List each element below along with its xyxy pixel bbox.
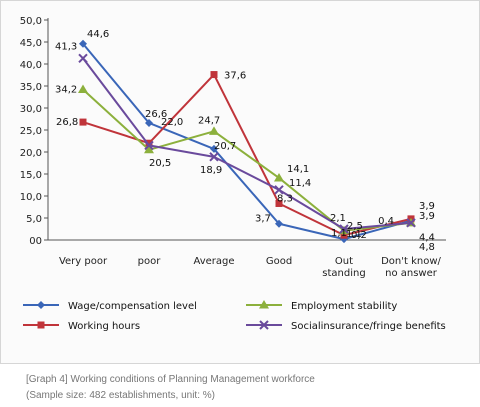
data-point <box>406 218 416 228</box>
legend-label: Working hours <box>68 321 140 332</box>
data-point <box>79 39 87 48</box>
data-point <box>210 71 218 79</box>
data-label: 18,9 <box>200 165 222 176</box>
y-tick-label: 50,0 <box>20 16 42 27</box>
data-label: 22,0 <box>161 117 183 128</box>
data-label: 3,9 <box>419 201 435 212</box>
x-category-label: Don't know/ <box>381 256 441 267</box>
x-category-label: Very poor <box>59 256 108 267</box>
data-label: 0,2 <box>351 230 367 241</box>
data-point <box>78 84 88 94</box>
data-point <box>144 140 154 151</box>
data-label: 2,5 <box>347 221 363 232</box>
chart-caption: [Graph 4] Working conditions of Planning… <box>26 372 315 404</box>
data-label: 24,7 <box>198 115 220 126</box>
data-point <box>339 224 349 234</box>
legend-label: Wage/compensation level <box>68 301 197 312</box>
legend-marker <box>37 301 45 309</box>
legend-marker <box>259 320 269 330</box>
data-point <box>275 219 283 228</box>
data-label: 1,1 <box>331 228 347 239</box>
x-category-label: Out <box>335 256 353 267</box>
x-category-label: no answer <box>385 268 438 279</box>
legend-label: Employment stability <box>291 301 397 312</box>
data-label: 4,8 <box>419 242 435 253</box>
data-point <box>145 139 153 147</box>
data-label: 11,4 <box>289 178 311 189</box>
data-point <box>274 185 284 195</box>
y-tick-label: 25,0 <box>20 126 42 137</box>
x-category-label: standing <box>322 268 365 279</box>
y-tick-label: 45,0 <box>20 38 42 49</box>
data-point <box>78 53 88 63</box>
data-point <box>275 199 283 207</box>
data-label: 26,6 <box>145 109 167 120</box>
data-point <box>145 118 153 127</box>
y-tick-label: 40,0 <box>20 60 42 71</box>
data-label: 3,9 <box>419 211 435 222</box>
data-label: 20,7 <box>214 141 236 152</box>
x-category-label: Average <box>193 256 234 267</box>
data-label: 2,1 <box>330 213 346 224</box>
caption-note: (Sample size: 482 establishments, unit: … <box>26 390 215 401</box>
y-tick-label: 00 <box>29 236 42 247</box>
data-label: 8,3 <box>277 193 293 204</box>
data-label: 37,6 <box>224 71 246 82</box>
caption-title: [Graph 4] Working conditions of Planning… <box>26 374 315 385</box>
data-label: 41,3 <box>55 41 77 52</box>
chart-frame: 50,0 45,0 40,0 35,0 30,0 25,0 20,0 15,0 10,0 5,0 0… <box>0 0 480 364</box>
data-label: 1,1 <box>346 229 362 240</box>
y-tick-label: 35,0 <box>20 82 42 93</box>
line-chart: 50,0 45,0 40,0 35,0 30,0 25,0 20,0 15,0 10,0 5,0 0… <box>20 16 446 332</box>
data-label: 3,7 <box>255 214 271 225</box>
data-point <box>79 118 87 126</box>
y-tick-label: 5,0 <box>26 214 42 225</box>
series-line <box>82 57 412 230</box>
y-tick-label: 20,0 <box>20 148 42 159</box>
data-label: 4,4 <box>419 233 435 244</box>
data-point <box>340 231 348 239</box>
data-label: 14,1 <box>287 164 309 175</box>
data-label: 26,8 <box>56 117 78 128</box>
data-point <box>209 126 219 135</box>
data-point <box>144 144 154 154</box>
legend-label: Socialinsurance/fringe benefits <box>291 321 446 332</box>
x-category-label: poor <box>138 256 162 267</box>
series-line <box>82 43 412 241</box>
x-category-label: Good <box>266 256 292 267</box>
series-line <box>82 88 412 232</box>
data-label: 20,5 <box>149 158 171 169</box>
data-point <box>210 144 218 153</box>
y-tick-label: 30,0 <box>20 104 42 115</box>
data-point <box>274 172 284 182</box>
data-point <box>209 152 219 162</box>
legend-marker <box>37 321 45 329</box>
legend-marker <box>259 300 269 309</box>
y-tick-label: 10,0 <box>20 192 42 203</box>
y-tick-label: 15,0 <box>20 170 42 181</box>
data-label: 44,6 <box>87 29 109 40</box>
data-label: 34,2 <box>55 85 77 96</box>
data-label: 0,4 <box>378 216 394 227</box>
